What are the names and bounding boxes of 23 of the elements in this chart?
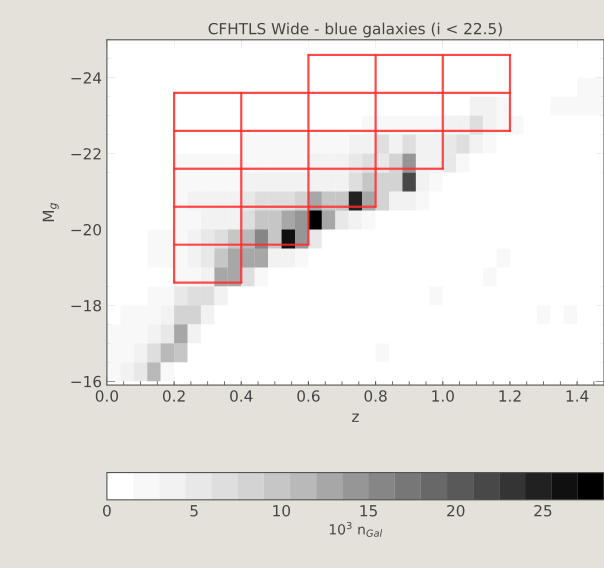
color-bar-label: 20 bbox=[447, 504, 464, 517]
y-tick-label: −22 bbox=[71, 148, 101, 160]
color-bar-label: 0 bbox=[103, 504, 111, 517]
y-tick-label: −20 bbox=[71, 224, 102, 236]
color-bar-label: 25 bbox=[534, 504, 552, 517]
x-tick-label: 0.4 bbox=[230, 390, 253, 402]
x-tick-label: 0.2 bbox=[162, 390, 185, 402]
x-tick-label: 0.0 bbox=[96, 390, 118, 402]
chart-title: CFHTLS Wide - blue galaxies (i < 22.5) bbox=[208, 22, 502, 38]
y-axis-title: M$_{g}$ bbox=[42, 203, 59, 222]
x-tick-label: 0.8 bbox=[364, 390, 387, 402]
x-tick-label: 1.2 bbox=[499, 390, 521, 402]
y-tick-label: −18 bbox=[71, 300, 101, 312]
color-bar-title: 10$^{3}$ n$_{Gal}$ bbox=[330, 522, 382, 537]
y-tick-label: −24 bbox=[71, 72, 102, 84]
x-tick-label: 1.4 bbox=[566, 390, 588, 402]
color-bar-label: 5 bbox=[190, 505, 198, 517]
x-axis-title: z bbox=[352, 414, 359, 422]
x-tick-label: 1.0 bbox=[432, 390, 454, 402]
x-tick-label: 0.6 bbox=[297, 390, 320, 402]
y-tick-label: −16 bbox=[71, 376, 102, 388]
color-bar-label: 15 bbox=[360, 505, 377, 517]
color-bar-label: 10 bbox=[273, 504, 290, 517]
